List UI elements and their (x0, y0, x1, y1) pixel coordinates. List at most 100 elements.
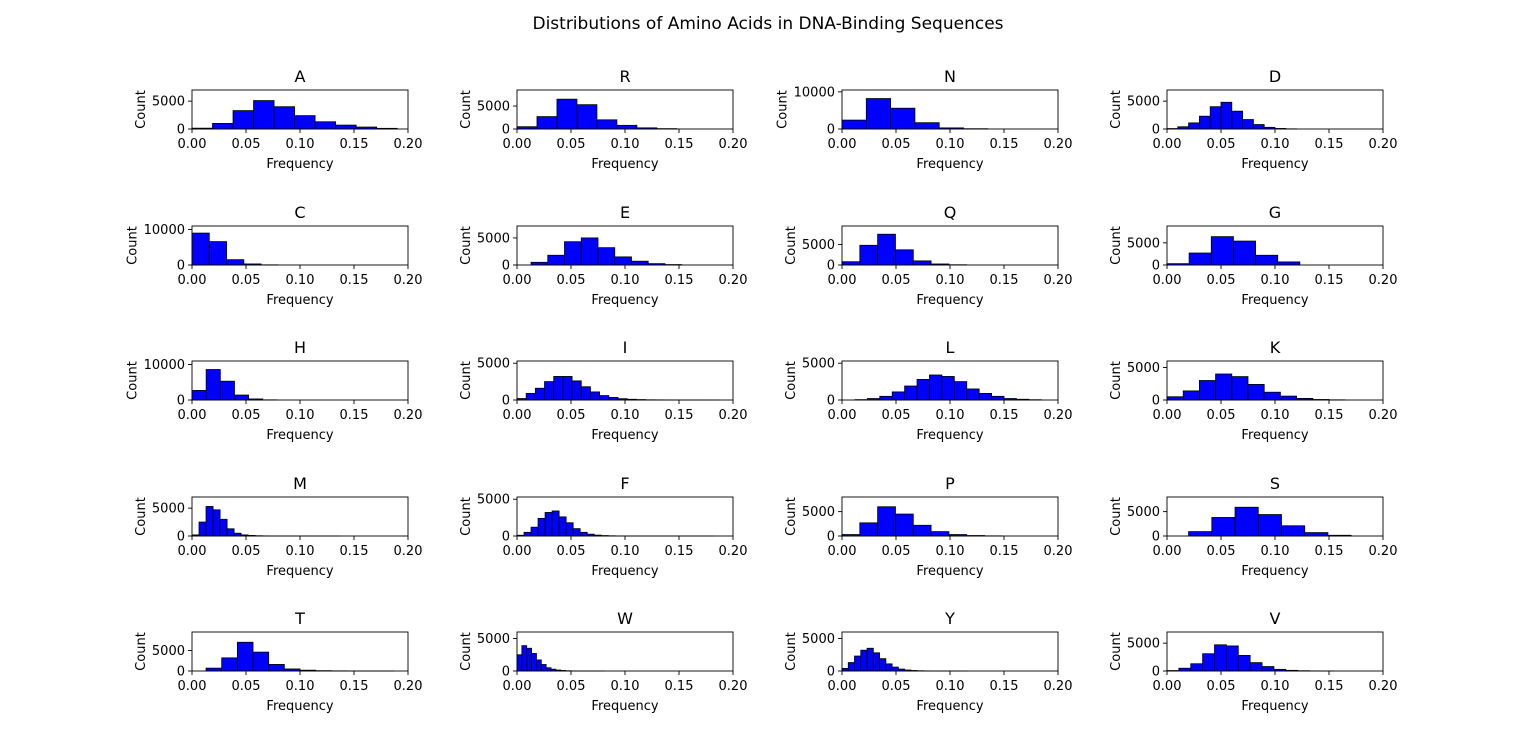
y-tick-label: 0 (502, 394, 510, 409)
histogram-bar (1280, 395, 1298, 401)
histogram-bar (294, 115, 316, 130)
x-tick-label: 0.15 (1315, 137, 1344, 152)
y-tick-label: 5000 (1127, 505, 1160, 520)
x-tick-label: 0.05 (882, 679, 911, 694)
y-tick-label: 0 (502, 665, 510, 680)
x-tick-label: 0.10 (1261, 679, 1290, 694)
x-tick-label: 0.20 (1369, 679, 1398, 694)
histogram-bar (1253, 124, 1265, 130)
subplot-l: 0.00 0.05 0.10 0.15 0.20 0 5000 L Frequency Count (784, 338, 1073, 443)
histogram-bar (1226, 645, 1239, 672)
histogram-bar (912, 260, 932, 266)
histogram-bar (879, 658, 887, 672)
histogram-bar (866, 647, 874, 672)
histogram-bar (1249, 662, 1263, 672)
x-tick-label: 0.15 (1315, 679, 1344, 694)
histogram-bar (1263, 391, 1281, 401)
histogram-bar (1182, 390, 1200, 401)
x-tick-label: 0.20 (719, 408, 748, 423)
histogram-bar (1190, 663, 1204, 672)
histogram-bar (221, 657, 238, 672)
histogram-bar (991, 395, 1005, 401)
y-tick-label: 0 (177, 530, 185, 545)
x-tick-label: 0.10 (936, 273, 965, 288)
histogram-bar (219, 518, 228, 537)
y-tick-label: 5000 (477, 100, 510, 115)
y-axis-label: Count (1109, 632, 1124, 671)
subplot-grid: 0.00 0.05 0.10 0.15 0.20 0 5000 A Frequency Count… (126, 67, 1398, 714)
histogram-bar (590, 391, 601, 401)
y-tick-label: 0 (177, 394, 185, 409)
histogram-bar (841, 119, 867, 130)
y-tick-label: 0 (1152, 123, 1160, 138)
histogram-bar (1281, 525, 1306, 537)
histogram-bar (1199, 380, 1217, 401)
x-tick-label: 0.10 (611, 679, 640, 694)
y-tick-label: 0 (827, 665, 835, 680)
x-axis-label: Frequency (1241, 428, 1308, 443)
histogram-bar (553, 376, 564, 401)
histogram-bar (1231, 110, 1244, 130)
x-tick-label: 0.05 (557, 544, 586, 559)
histogram-bar (580, 386, 591, 401)
subplot-title: G (1269, 203, 1281, 222)
x-tick-label: 0.00 (178, 137, 207, 152)
histogram-bar (191, 390, 207, 401)
x-tick-label: 0.00 (828, 679, 857, 694)
histogram-bar (219, 380, 235, 401)
histogram-bar (547, 254, 565, 266)
histogram-bar (198, 521, 207, 537)
histogram-bar (1210, 236, 1234, 266)
histogram-bar (226, 259, 245, 266)
x-tick-label: 0.00 (1153, 544, 1182, 559)
histogram-bar (544, 512, 553, 537)
x-tick-label: 0.05 (557, 408, 586, 423)
subplot-h: 0.00 0.05 0.10 0.15 0.20 0 10000 H Frequency Coun… (126, 338, 423, 443)
histogram-bar (599, 395, 610, 401)
histogram-bar (1199, 115, 1211, 130)
histogram-bar (929, 374, 943, 401)
x-tick-label: 0.15 (665, 408, 694, 423)
y-tick-label: 5000 (802, 357, 835, 372)
x-tick-label: 0.00 (1153, 408, 1182, 423)
y-tick-label: 10000 (794, 85, 835, 100)
x-tick-label: 0.00 (503, 273, 532, 288)
subplot-title: C (294, 203, 305, 222)
y-tick-label: 0 (502, 123, 510, 138)
subplot-f: 0.00 0.05 0.10 0.15 0.20 0 5000 F Frequency Count (459, 474, 748, 579)
x-axis-label: Frequency (916, 157, 983, 172)
y-tick-label: 5000 (1127, 236, 1160, 251)
y-axis-label: Count (784, 226, 799, 265)
x-axis-label: Frequency (591, 699, 658, 714)
subplot-t: 0.00 0.05 0.10 0.15 0.20 0 5000 T Frequency Count (134, 609, 423, 714)
histogram-bar (879, 395, 893, 401)
x-axis-label: Frequency (266, 699, 333, 714)
x-tick-label: 0.05 (1207, 544, 1236, 559)
histogram-bar (576, 104, 598, 130)
x-tick-label: 0.00 (503, 408, 532, 423)
y-tick-label: 5000 (152, 502, 185, 517)
histogram-bar (544, 381, 555, 401)
x-tick-label: 0.20 (1369, 137, 1398, 152)
y-tick-label: 0 (1152, 665, 1160, 680)
y-tick-label: 0 (827, 394, 835, 409)
histogram-bar (1261, 666, 1275, 672)
y-tick-label: 5000 (152, 644, 185, 659)
y-axis-label: Count (459, 361, 474, 400)
y-tick-label: 5000 (477, 357, 510, 372)
x-tick-label: 0.20 (1369, 273, 1398, 288)
y-axis-label: Count (784, 632, 799, 671)
histogram-bar (1237, 655, 1251, 672)
x-tick-label: 0.20 (719, 679, 748, 694)
x-tick-label: 0.15 (990, 544, 1019, 559)
subplot-title: Y (944, 609, 955, 628)
y-tick-label: 0 (177, 259, 185, 274)
histogram-bar (212, 123, 234, 130)
x-tick-label: 0.05 (232, 137, 261, 152)
histogram-bar (523, 531, 532, 537)
histogram-bar (208, 241, 227, 266)
x-tick-label: 0.15 (1315, 544, 1344, 559)
histogram-bar (890, 107, 916, 130)
